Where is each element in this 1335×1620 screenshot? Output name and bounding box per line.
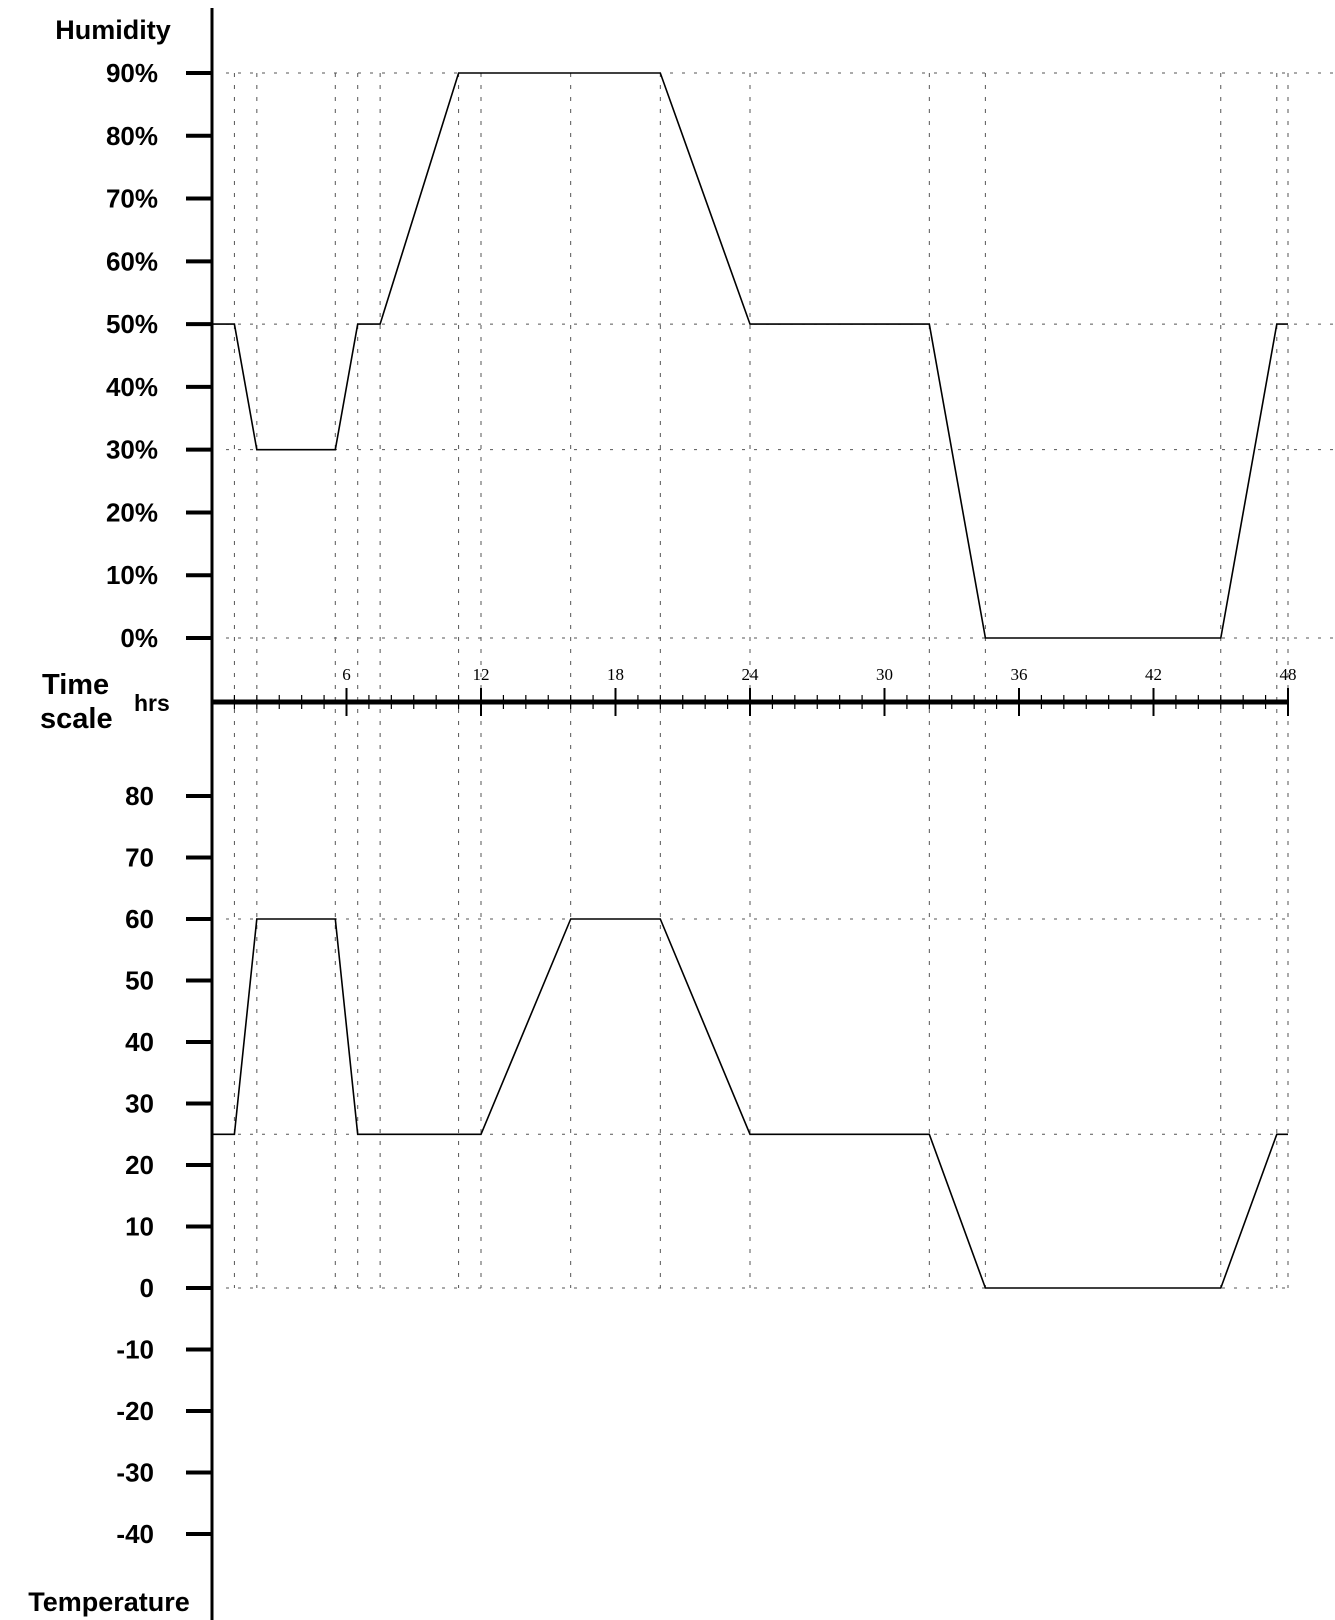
humidity-tick-label: 0% — [120, 623, 158, 653]
time-tick-label: 42 — [1145, 665, 1162, 684]
temperature-axis-title: Temperature — [28, 1587, 190, 1617]
humidity-tick-label: 30% — [106, 435, 158, 465]
temperature-tick-label: 10 — [125, 1212, 154, 1242]
temperature-tick-label: -30 — [116, 1458, 154, 1488]
humidity-tick-label: 60% — [106, 246, 158, 276]
time-tick-label: 6 — [342, 665, 351, 684]
humidity-tick-label: 20% — [106, 497, 158, 527]
temperature-tick-label: 60 — [125, 904, 154, 934]
humidity-series-line — [212, 72, 1288, 639]
time-tick-label: 18 — [607, 665, 624, 684]
temperature-tick-label: -40 — [116, 1519, 154, 1549]
humidity-axis-title: Humidity — [55, 15, 171, 45]
time-tick-label: 24 — [742, 665, 760, 684]
humidity-tick-label: 50% — [106, 309, 158, 339]
temperature-tick-label: 80 — [125, 781, 154, 811]
humidity-tick-label: 80% — [106, 121, 158, 151]
temperature-series-line — [212, 918, 1288, 1289]
humidity-tick-label: 10% — [106, 560, 158, 590]
grid-lines — [226, 72, 1335, 1289]
time-axis-label-line2: scale — [40, 703, 113, 735]
time-tick-label: 48 — [1280, 665, 1297, 684]
time-axis-unit: hrs — [134, 690, 170, 716]
axes: 6 12 18 24 30 36 42 48 0% 10% 20% 30% 40% 50% 60% 70% 80… — [106, 8, 1297, 1620]
temperature-tick-label: 30 — [125, 1089, 154, 1119]
time-axis-label-line1: Time — [42, 669, 109, 701]
temperature-tick-label: -20 — [116, 1396, 154, 1426]
temperature-tick-label: 50 — [125, 966, 154, 996]
temperature-tick-label: 20 — [125, 1150, 154, 1180]
temperature-tick-label: -10 — [116, 1335, 154, 1365]
humidity-tick-label: 90% — [106, 58, 158, 88]
time-tick-label: 12 — [473, 665, 490, 684]
temperature-tick-label: 40 — [125, 1027, 154, 1057]
temperature-tick-label: 0 — [140, 1273, 154, 1303]
time-tick-label: 30 — [876, 665, 893, 684]
temperature-tick-label: 70 — [125, 843, 154, 873]
humidity-tick-label: 40% — [106, 372, 158, 402]
humidity-tick-label: 70% — [106, 184, 158, 214]
time-tick-label: 36 — [1011, 665, 1028, 684]
series-lines — [212, 72, 1288, 1289]
